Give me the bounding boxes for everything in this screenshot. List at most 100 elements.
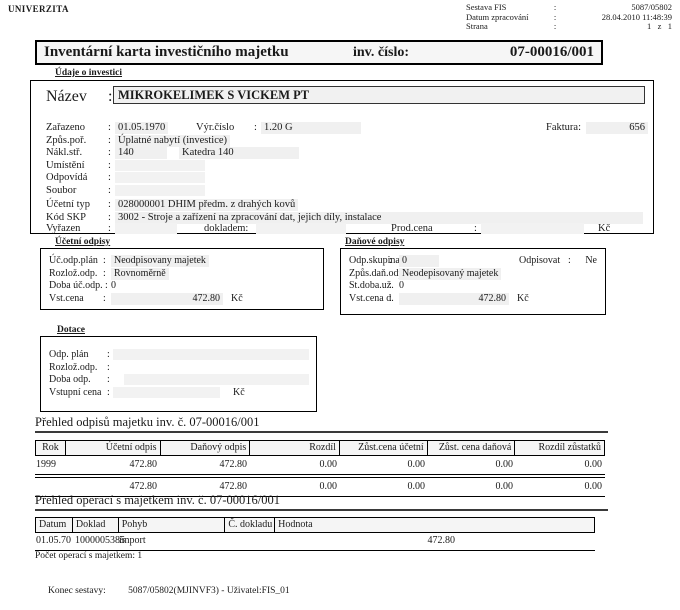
field-label: Vst.cena	[49, 292, 84, 304]
colon: :	[107, 361, 110, 373]
field-value: Neodepisovaný majetek	[399, 267, 502, 280]
colon: :	[107, 349, 110, 360]
colon: :	[103, 255, 106, 266]
cell-rok	[35, 480, 65, 494]
field-value: 0	[111, 280, 116, 291]
field-label: Faktura:	[546, 122, 581, 133]
cell-rozdil-zustatku: 0.00	[584, 481, 603, 492]
meta-label: Datum zpracování	[466, 11, 529, 22]
colon: :	[108, 211, 111, 223]
row-zpuspor: Způs.poř. : Úplatné nabytí (investice)	[31, 134, 653, 147]
heading-rule	[35, 509, 608, 511]
column-header: Doklad	[73, 518, 119, 532]
inv-number-label: inv. číslo:	[353, 44, 410, 60]
field-label: Rozlož.odp.	[49, 267, 98, 279]
cell-zust-danova: 0.00	[495, 481, 514, 492]
field-value: Ne	[585, 255, 597, 266]
field-label: Nákl.stř.	[46, 147, 83, 158]
column-header: Účetní odpis	[66, 441, 161, 455]
table-row: 01.05.70 1000005385 import 472.80	[35, 533, 595, 548]
field-value: 3002 - Stroje a zařízení na zpracování d…	[115, 211, 643, 224]
field-label: Výr.číslo	[196, 122, 235, 133]
row-umisteni: Umístění :	[31, 159, 653, 172]
title-bar: Inventární karta investičního majetku in…	[35, 40, 603, 65]
field-value: Úplatné nabytí (investice)	[115, 134, 231, 147]
column-header: Daňový odpis	[161, 441, 251, 455]
operations-count: Počet operací s majetkem: 1	[35, 551, 143, 561]
report-meta: Sestava FIS : 5087/05802 Datum zpracován…	[466, 2, 672, 32]
colon: :	[108, 122, 111, 133]
meta-row-sestava: Sestava FIS : 5087/05802	[466, 2, 672, 13]
field-value: Neodpisovany majetek	[111, 255, 209, 267]
cell-zust-danova: 0.00	[495, 459, 514, 470]
field-label: Způs.poř.	[46, 134, 87, 146]
field-label: Doba odp.	[49, 374, 91, 385]
field-label: Úč.odp.plán	[49, 255, 98, 266]
org-name: UNIVERZITA	[8, 4, 69, 14]
field-value: 0	[399, 280, 404, 291]
cell-doklad: 1000005385	[75, 535, 125, 546]
table-header-row: Datum Doklad Pohyb Č. dokladu Hodnota	[35, 517, 595, 533]
field-label: Odpovídá	[46, 172, 88, 183]
colon: :	[553, 21, 557, 31]
row-dotace-odpplan: Odp. plán :	[41, 349, 316, 361]
colon: :	[108, 172, 111, 183]
row-vstcena: Vst.cena : 472.80 Kč	[41, 292, 323, 305]
row-naklstr: Nákl.stř. : 140 Katedra 140	[31, 147, 653, 159]
colon: :	[108, 184, 111, 196]
column-header: Zůst. cena daňová	[428, 441, 516, 455]
section-danove-odpisy-label: Daňové odpisy	[345, 237, 405, 247]
empty-field	[113, 349, 309, 360]
field-label: Rozlož.odp.	[49, 361, 98, 373]
row-ucetnityp: Účetní typ : 028000001 DHIM předm. z dra…	[31, 199, 653, 211]
field-value: 472.80	[399, 292, 509, 305]
report-footer: Konec sestavy: 5087/05802(MJINVF3) - Uži…	[48, 586, 290, 596]
row-soubor: Soubor :	[31, 184, 653, 197]
colon: :	[107, 374, 110, 385]
colon: :	[108, 88, 113, 105]
colon: :	[553, 11, 557, 22]
currency-label: Kč	[233, 386, 245, 398]
meta-row-strana: Strana : 1 z 1	[466, 21, 672, 32]
heading-rule	[35, 431, 608, 433]
currency-label: Kč	[517, 292, 529, 304]
meta-value: 28.04.2010 11:48:39	[601, 11, 672, 22]
operace-table: Datum Doklad Pohyb Č. dokladu Hodnota 01…	[35, 517, 595, 551]
empty-field	[124, 374, 309, 385]
row-odpovida: Odpovídá :	[31, 172, 653, 184]
row-dobaucodp: Doba úč.odp. : 0	[41, 280, 323, 292]
field-value: Katedra 140	[179, 147, 299, 159]
row-rozlozodp: Rozlož.odp. : Rovnoměrně	[41, 267, 323, 280]
colon: :	[474, 223, 477, 234]
field-value: 01.05.1970	[115, 122, 169, 134]
row-odpskupina: Odp.skupina : 0 Odpisovat : Ne	[341, 255, 605, 267]
nazev-value-field: MIKROKELIMEK S VICKEM PT	[113, 86, 645, 104]
meta-value: 1 z 1	[646, 21, 672, 31]
footer-value: 5087/05802(MJINVF3) - Uživatel:FIS_01	[128, 586, 290, 596]
empty-field	[115, 159, 205, 171]
field-label: Vst.cena d.	[349, 292, 394, 304]
empty-field	[115, 184, 205, 196]
cell-zust-ucetni: 0.00	[407, 481, 426, 492]
meta-label: Sestava FIS	[466, 2, 507, 12]
empty-field	[113, 386, 220, 398]
field-label: Vyřazen	[46, 223, 81, 234]
field-label: dokladem:	[204, 223, 249, 234]
field-label: Zařazeno	[46, 122, 86, 133]
column-header: Rozdíl	[250, 441, 340, 455]
field-label: St.doba.už.	[349, 280, 394, 291]
dotace-box: Odp. plán : Rozlož.odp. : Doba odp. : Vs…	[40, 336, 317, 412]
double-divider	[35, 474, 605, 478]
colon: :	[568, 255, 571, 266]
column-header: Rok	[36, 441, 66, 455]
row-zpusdanodp: Způs.daň.odp: Neodepisovaný majetek	[341, 267, 605, 280]
ucetni-odpisy-box: Úč.odp.plán : Neodpisovany majetek Rozlo…	[40, 248, 324, 310]
column-header: Datum	[36, 518, 73, 532]
colon: :	[389, 292, 392, 304]
inv-number-value: 07-00016/001	[509, 44, 594, 60]
section-dotace-label: Dotace	[57, 325, 85, 335]
divider	[35, 496, 605, 497]
cell-danovy-odpis: 472.80	[219, 481, 248, 492]
field-value: 472.80	[111, 292, 223, 305]
